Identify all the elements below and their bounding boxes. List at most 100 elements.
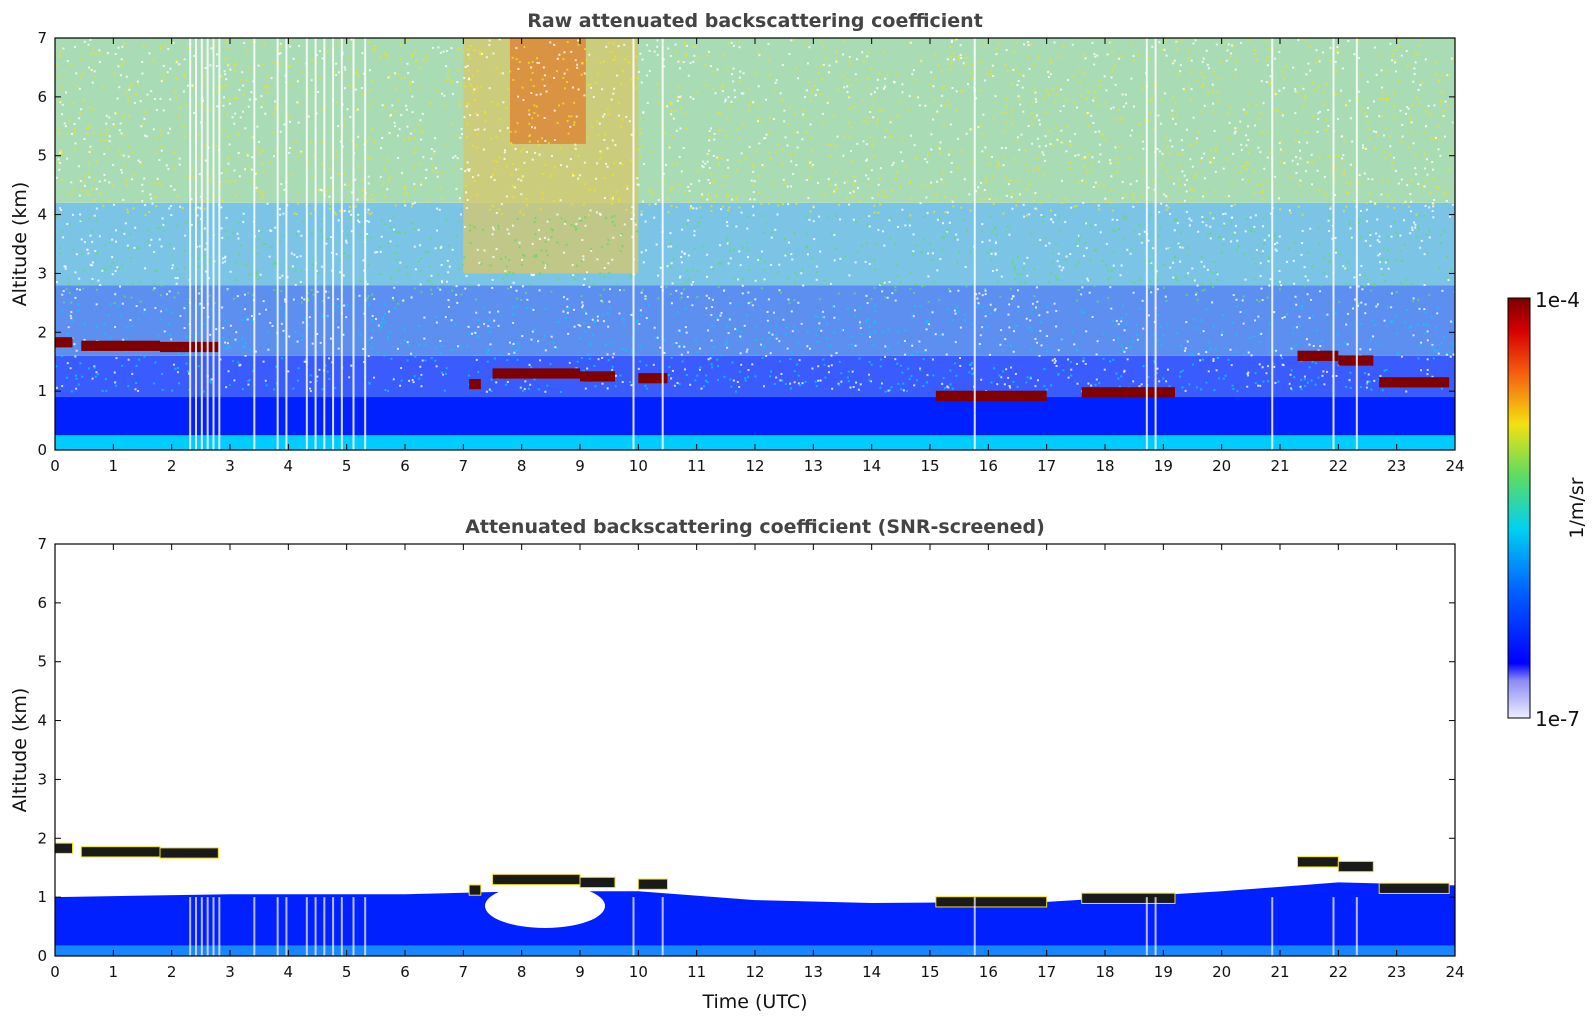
screened-dropout-11 [323,897,326,956]
screened-cloud-layer-4 [492,873,581,886]
panel-screened-plot-area [55,842,1455,956]
x-tick-label: 12 [745,457,764,475]
x-tick-label: 20 [1212,963,1231,981]
x-tick-label: 11 [687,963,706,981]
panel-screened-xlabel: Time (UTC) [701,991,807,1013]
x-tick-label: 1 [109,963,119,981]
data-dropout-8 [285,38,288,450]
y-tick-label: 7 [37,535,47,553]
data-dropout-20 [1154,38,1157,450]
data-dropout-7 [276,38,279,450]
y-tick-label: 0 [37,441,47,459]
cloud-layer-3 [469,378,481,390]
x-tick-label: 2 [167,963,177,981]
cloud-layer-2 [160,341,219,353]
x-tick-label: 6 [400,457,410,475]
screened-dropout-0 [189,897,192,956]
x-tick-label: 17 [1037,963,1056,981]
x-tick-label: 15 [920,457,939,475]
y-tick-label: 2 [37,829,47,847]
data-dropout-5 [218,38,221,450]
x-tick-label: 18 [1095,963,1114,981]
y-tick-label: 4 [37,712,47,730]
colorbar-unit-label: 1/m/sr [1566,477,1588,538]
x-tick-label: 14 [862,963,881,981]
x-tick-label: 1 [109,457,119,475]
panel-raw-speckle [55,38,1455,394]
data-dropout-6 [253,38,256,450]
x-tick-label: 19 [1154,963,1173,981]
y-tick-label: 1 [37,382,47,400]
screened-dropout-5 [218,897,221,956]
colorbar: 1e-4 1e-7 1/m/sr [1507,288,1588,731]
cloud-layer-8 [1081,387,1175,398]
data-dropout-23 [1355,38,1358,450]
data-dropout-13 [340,38,343,450]
x-tick-label: 15 [920,963,939,981]
y-tick-label: 3 [37,264,47,282]
y-tick-label: 2 [37,323,47,341]
screened-dropout-22 [1332,897,1335,956]
x-tick-label: 17 [1037,457,1056,475]
x-tick-label: 3 [225,963,235,981]
screened-dropout-23 [1355,897,1358,956]
data-dropout-9 [305,38,308,450]
screened-dropout-9 [305,897,308,956]
colorbar-min-label: 1e-7 [1535,707,1580,731]
y-tick-label: 4 [37,206,47,224]
data-dropout-1 [195,38,197,450]
data-dropout-10 [314,38,317,450]
x-tick-label: 19 [1154,457,1173,475]
screened-cloud-layer-7 [935,896,1048,908]
x-tick-label: 2 [167,457,177,475]
screened-dropout-19 [1145,897,1148,956]
x-tick-label: 9 [575,963,585,981]
data-dropout-17 [661,38,664,450]
panel-raw: Raw attenuated backscattering coefficien… [9,10,1465,475]
screened-cloud-layer-8 [1081,892,1176,904]
screened-cloud-layer-2 [159,847,219,859]
screened-dropout-7 [276,897,279,956]
x-tick-label: 24 [1445,963,1464,981]
screened-dropout-2 [200,897,203,956]
x-tick-label: 7 [459,963,469,981]
cloud-layer-7 [935,390,1047,401]
data-dropout-19 [1145,38,1148,450]
x-tick-label: 23 [1387,457,1406,475]
data-dropout-16 [632,38,635,450]
screened-dropout-8 [285,897,288,956]
x-tick-label: 7 [459,457,469,475]
x-tick-label: 9 [575,457,585,475]
panel-screened: Attenuated backscattering coefficient (S… [9,516,1465,1013]
x-tick-label: 16 [979,963,998,981]
screened-dropout-21 [1271,897,1274,956]
x-tick-label: 11 [687,457,706,475]
panel-raw-ylabel: Altitude (km) [9,182,31,307]
cloud-layer-4 [492,368,580,379]
y-tick-label: 6 [37,594,47,612]
colorbar-max-label: 1e-4 [1535,288,1580,312]
screened-cloud-layer-6 [637,878,668,890]
x-tick-label: 8 [517,963,527,981]
data-dropout-21 [1271,38,1274,450]
x-tick-label: 6 [400,963,410,981]
x-tick-label: 0 [50,457,60,475]
cloud-layer-0 [55,337,73,348]
x-tick-label: 8 [517,457,527,475]
screened-gap [485,883,605,928]
x-tick-label: 16 [979,457,998,475]
y-tick-label: 1 [37,888,47,906]
data-dropout-22 [1332,38,1335,450]
x-tick-label: 18 [1095,457,1114,475]
x-tick-label: 4 [284,963,294,981]
screened-dropout-1 [195,897,197,956]
panel-raw-band-3 [55,285,1455,356]
data-dropout-12 [332,38,335,450]
x-tick-label: 4 [284,457,294,475]
screened-dropout-13 [340,897,343,956]
screened-cloud-layer-9 [1297,856,1339,868]
screened-cloud-layer-0 [55,842,73,854]
cloud-layer-5 [580,371,615,382]
y-tick-label: 5 [37,147,47,165]
